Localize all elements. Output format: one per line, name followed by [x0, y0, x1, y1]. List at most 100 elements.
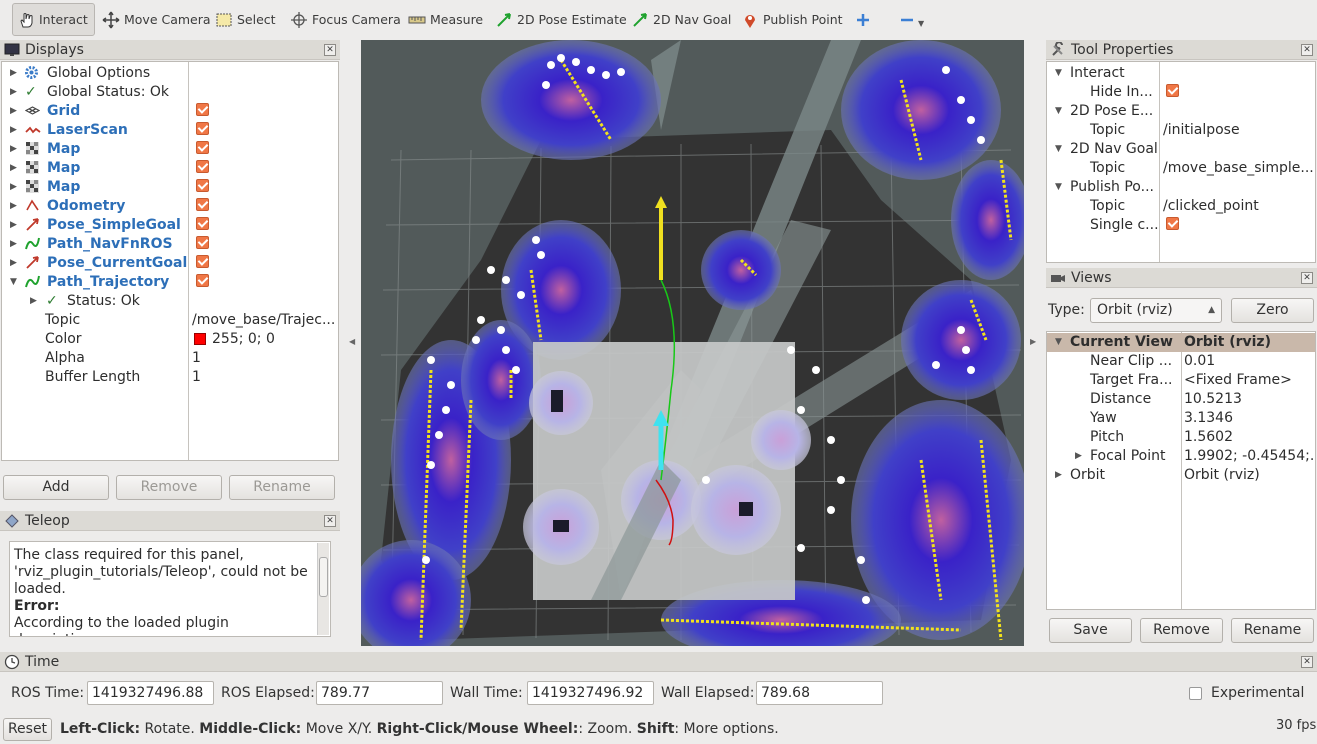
time-header: Time ✕ [0, 652, 1317, 672]
map-3-checkbox[interactable] [196, 179, 209, 192]
experimental-checkbox[interactable] [1189, 687, 1202, 700]
remove-display-button[interactable]: Remove [116, 475, 222, 500]
display-row-map-2[interactable]: ▶ Map [2, 159, 338, 178]
tool-row-pose-estimate[interactable]: ▼ 2D Pose E... [1055, 103, 1154, 119]
rename-view-button[interactable]: Rename [1231, 618, 1314, 643]
display-row-pose-currentgoal[interactable]: ▶ Pose_CurrentGoal [2, 254, 338, 273]
green-arrow-icon [495, 11, 513, 29]
property-row-alpha[interactable]: Alpha 1 [45, 350, 201, 366]
view-row-yaw[interactable]: Yaw 3.1346 [1090, 410, 1233, 426]
zero-button[interactable]: Zero [1231, 298, 1314, 323]
ros-elapsed-field[interactable]: 789.77 [316, 681, 443, 705]
close-icon[interactable]: ✕ [324, 44, 336, 56]
nav-goal-tool[interactable]: 2D Nav Goal [627, 3, 737, 36]
hide-inactive-checkbox[interactable] [1166, 84, 1179, 97]
tool-row-nav-topic[interactable]: Topic /move_base_simple... [1090, 160, 1314, 176]
display-row-status[interactable]: ▶ ✓ Status: Ok [30, 293, 140, 309]
red-arrow-icon [25, 217, 40, 236]
view-row-current[interactable]: ▼ Current View Orbit (rviz) [1047, 333, 1315, 352]
view-row-orbit[interactable]: ▶ Orbit Orbit (rviz) [1055, 467, 1260, 483]
view-row-distance[interactable]: Distance 10.5213 [1090, 391, 1242, 407]
view-row-near-clip[interactable]: Near Clip ... 0.01 [1090, 353, 1216, 369]
remove-view-button[interactable]: Remove [1140, 618, 1223, 643]
display-row-odometry[interactable]: ▶ Odometry [2, 197, 338, 216]
select-box-icon [215, 11, 233, 29]
teleop-line-4: According to the loaded plugin descripti… [14, 615, 229, 636]
select-tool[interactable]: Select [211, 3, 282, 36]
publish-point-tool[interactable]: Publish Point [737, 3, 849, 36]
display-row-global-options[interactable]: ▶ Global Options [2, 64, 338, 83]
map-2-checkbox[interactable] [196, 160, 209, 173]
display-row-map-1[interactable]: ▶ Map [2, 140, 338, 159]
remove-tool-button[interactable]: ▼ [894, 3, 930, 36]
teleop-line-2: 'rviz_plugin_tutorials/Teleop', could no… [14, 564, 308, 580]
close-icon[interactable]: ✕ [1301, 272, 1313, 284]
display-row-pose-simplegoal[interactable]: ▶ Pose_SimpleGoal [2, 216, 338, 235]
close-icon[interactable]: ✕ [324, 515, 336, 527]
focus-camera-tool[interactable]: Focus Camera [286, 3, 407, 36]
tool-row-nav-goal[interactable]: ▼ 2D Nav Goal [1055, 141, 1158, 157]
wall-time-label: Wall Time: [450, 685, 523, 701]
hand-icon [17, 11, 35, 29]
reset-button[interactable]: Reset [3, 718, 52, 741]
rename-display-button[interactable]: Rename [229, 475, 335, 500]
wall-elapsed-field[interactable]: 789.68 [756, 681, 883, 705]
collapse-left-arrow[interactable]: ◀ [349, 337, 356, 346]
display-row-map-3[interactable]: ▶ Map [2, 178, 338, 197]
ros-time-field[interactable]: 1419327496.88 [87, 681, 214, 705]
render-viewport[interactable] [361, 40, 1024, 646]
move-camera-label: Move Camera [124, 12, 211, 27]
collapse-right-arrow[interactable]: ▶ [1030, 337, 1037, 346]
single-click-checkbox[interactable] [1166, 217, 1179, 230]
wall-time-field[interactable]: 1419327496.92 [527, 681, 654, 705]
view-type-label: Type: [1048, 302, 1085, 318]
pose-currentgoal-checkbox[interactable] [196, 255, 209, 268]
grid-checkbox[interactable] [196, 103, 209, 116]
tool-properties-tree: ▼ Interact Hide In... ▼ 2D Pose E... Top… [1046, 61, 1316, 263]
property-row-buffer-length[interactable]: Buffer Length 1 [45, 369, 201, 385]
display-row-path-trajectory[interactable]: ▼ Path_Trajectory [2, 273, 338, 292]
tool-row-single-click[interactable]: Single c... [1047, 216, 1315, 235]
ruler-icon [408, 11, 426, 29]
add-display-button[interactable]: Add [3, 475, 109, 500]
camera-icon [1050, 270, 1066, 286]
tool-row-point-topic[interactable]: Topic /clicked_point [1090, 198, 1259, 214]
measure-tool[interactable]: Measure [404, 3, 489, 36]
pose-estimate-tool[interactable]: 2D Pose Estimate [491, 3, 633, 36]
display-row-laserscan[interactable]: ▶ LaserScan [2, 121, 338, 140]
view-row-focal-point[interactable]: ▶ Focal Point 1.9902; -0.45454;... [1075, 448, 1316, 464]
view-type-select[interactable]: Orbit (rviz) ▲ [1090, 298, 1222, 323]
toolbar: Interact Move Camera Select Focus Camera… [0, 0, 1317, 40]
tool-properties-header: Tool Properties ✕ [1046, 40, 1317, 60]
display-row-path-navfnros[interactable]: ▶ Path_NavFnROS [2, 235, 338, 254]
save-view-button[interactable]: Save [1049, 618, 1132, 643]
tool-row-publish-point[interactable]: ▼ Publish Po... [1055, 179, 1154, 195]
path-trajectory-checkbox[interactable] [196, 274, 209, 287]
odometry-checkbox[interactable] [196, 198, 209, 211]
gear-icon [24, 65, 39, 84]
display-row-global-status[interactable]: ▶ ✓ Global Status: Ok [10, 84, 170, 100]
interact-tool[interactable]: Interact [12, 3, 95, 36]
color-swatch[interactable] [194, 333, 206, 345]
close-icon[interactable]: ✕ [1301, 44, 1313, 56]
tool-row-pose-topic[interactable]: Topic /initialpose [1090, 122, 1240, 138]
move-camera-tool[interactable]: Move Camera [98, 3, 217, 36]
teleop-scrollbar[interactable] [317, 543, 329, 635]
monitor-icon [4, 42, 20, 58]
close-icon[interactable]: ✕ [1301, 656, 1313, 668]
map-1-checkbox[interactable] [196, 141, 209, 154]
view-row-pitch[interactable]: Pitch 1.5602 [1090, 429, 1233, 445]
add-tool-button[interactable] [850, 3, 882, 36]
property-row-color[interactable]: Color 255; 0; 0 [45, 331, 275, 347]
tool-row-interact[interactable]: ▼ Interact [1055, 65, 1125, 81]
teleop-title: Teleop [25, 512, 70, 529]
view-row-target-frame[interactable]: Target Fra... <Fixed Frame> [1090, 372, 1292, 388]
check-icon: ✓ [46, 293, 58, 309]
property-row-topic[interactable]: Topic /move_base/Trajec... [45, 312, 336, 328]
display-row-grid[interactable]: ▶ Grid [2, 102, 338, 121]
path-navfnros-checkbox[interactable] [196, 236, 209, 249]
select-label: Select [237, 12, 276, 27]
pose-simplegoal-checkbox[interactable] [196, 217, 209, 230]
laserscan-checkbox[interactable] [196, 122, 209, 135]
tool-row-hide-inactive[interactable]: Hide In... [1047, 83, 1315, 102]
